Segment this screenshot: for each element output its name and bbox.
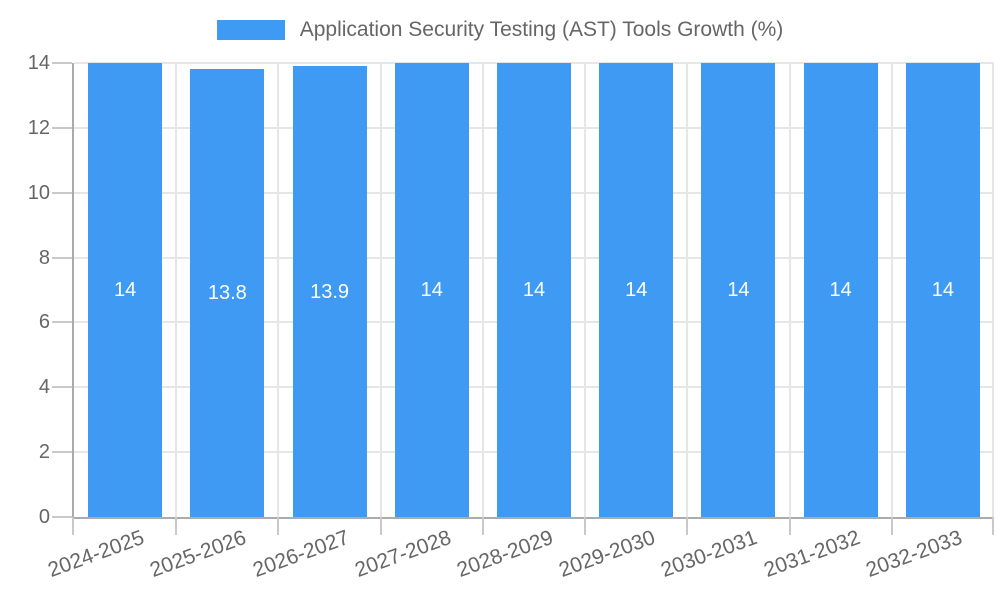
y-tick-label: 8: [38, 246, 50, 269]
y-tick-mark: [52, 191, 72, 194]
legend-item[interactable]: Application Security Testing (AST) Tools…: [0, 14, 1000, 46]
bar: [88, 63, 163, 517]
x-gridline: [891, 63, 893, 517]
x-tick-mark: [380, 517, 382, 535]
x-tick-mark: [277, 517, 279, 535]
y-tick-label: 14: [27, 52, 50, 74]
x-tick-mark: [992, 517, 994, 535]
x-tick-mark: [789, 517, 791, 535]
bar: [599, 63, 674, 517]
bar: [905, 63, 980, 517]
bar-value-label: 14: [829, 279, 852, 301]
y-tick-mark: [52, 321, 72, 324]
legend-swatch: [216, 20, 285, 40]
x-gridline: [992, 63, 994, 517]
bar-value-label: 14: [420, 279, 443, 301]
x-tick-mark: [175, 517, 177, 535]
x-gridline: [789, 63, 791, 517]
bar-value-label: 13.9: [310, 280, 350, 303]
x-gridline: [482, 63, 484, 517]
y-tick-mark: [52, 386, 72, 389]
legend-label: Application Security Testing (AST) Tools…: [299, 18, 784, 41]
y-tick-mark: [52, 451, 72, 454]
bar: [394, 63, 469, 517]
bar-value-label: 14: [522, 279, 546, 301]
y-tick-mark: [52, 516, 72, 518]
y-tick-label: 10: [27, 181, 50, 204]
bar-value-label: 14: [931, 279, 954, 301]
x-tick-mark: [584, 517, 586, 535]
bar-value-label: 14: [625, 279, 648, 301]
bar-value-label: 14: [113, 279, 137, 301]
plot-area: 14 13.8 13.9 14 14 14 14 14 14: [72, 62, 994, 519]
x-tick-mark: [72, 517, 74, 535]
bar: [701, 63, 776, 517]
bar: [190, 69, 265, 517]
bar: [497, 63, 571, 517]
x-tick-mark: [891, 517, 893, 535]
y-tick-mark: [52, 256, 72, 259]
bar: [803, 63, 878, 517]
y-tick-mark: [52, 126, 72, 129]
y-tick-mark: [52, 62, 72, 64]
y-tick-label: 12: [27, 116, 50, 139]
x-gridline: [584, 63, 586, 517]
bar-value-label: 14: [727, 279, 750, 301]
x-gridline: [277, 63, 279, 517]
x-gridline: [380, 63, 382, 517]
x-gridline: [686, 63, 688, 517]
y-tick-label: 0: [38, 506, 50, 528]
bar-value-label: 13.8: [207, 282, 247, 305]
y-tick-label: 2: [38, 441, 50, 464]
x-tick-mark: [686, 517, 688, 535]
bar: [292, 66, 367, 517]
y-tick-label: 6: [38, 311, 50, 334]
x-tick-mark: [482, 517, 484, 535]
x-gridline: [175, 63, 177, 517]
y-tick-label: 4: [38, 376, 50, 399]
